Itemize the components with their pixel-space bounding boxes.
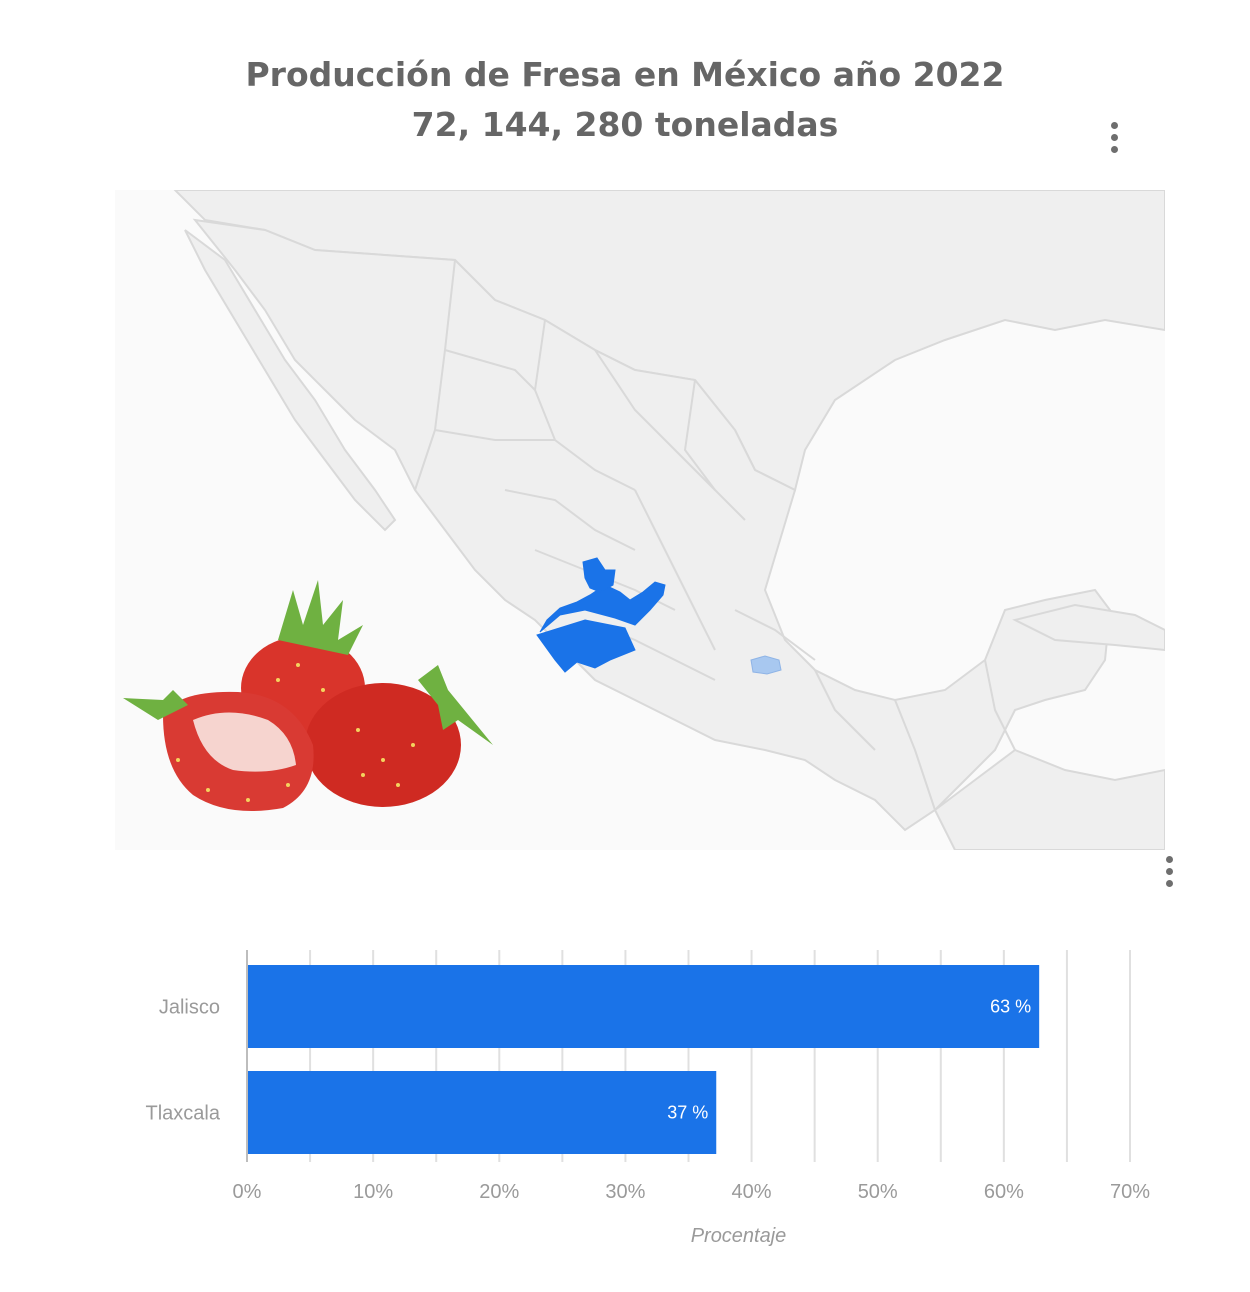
x-tick-label: 10%	[353, 1181, 393, 1203]
chart-subtitle: 72, 144, 280 toneladas	[411, 105, 839, 144]
category-label-tlaxcala: Tlaxcala	[146, 1103, 221, 1125]
bar-jalisco[interactable]	[248, 965, 1040, 1048]
baja-california	[184, 229, 397, 532]
bar-chart: 63 % 37 % 0% 10% 20% 30% 40% 50% 60% 70% Jalisco…	[146, 950, 1151, 1247]
state-jalisco[interactable]	[536, 581, 666, 673]
bar-tlaxcala[interactable]	[248, 1071, 717, 1154]
chart-title: Producción de Fresa en México año 2022	[245, 55, 1005, 94]
x-tick-label: 0%	[233, 1181, 262, 1203]
state-jalisco-north[interactable]	[582, 557, 616, 593]
state-tlaxcala[interactable]	[750, 655, 782, 675]
x-tick-label: 40%	[732, 1181, 772, 1203]
data-label-jalisco: 63 %	[990, 997, 1031, 1017]
category-label-jalisco: Jalisco	[159, 997, 220, 1019]
x-tick-label: 20%	[479, 1181, 519, 1203]
strawberry-seeds	[176, 663, 415, 802]
bars: 63 % 37 %	[248, 965, 1040, 1154]
x-tick-label: 30%	[605, 1181, 645, 1203]
x-axis-title: Procentaje	[691, 1225, 787, 1247]
x-tick-label: 50%	[858, 1181, 898, 1203]
strawberry-half	[123, 690, 314, 812]
kebab-menu-icon[interactable]	[1110, 122, 1118, 156]
x-tick-label: 70%	[1110, 1181, 1150, 1203]
x-axis-ticks: 0% 10% 20% 30% 40% 50% 60% 70%	[233, 1181, 1151, 1203]
data-label-tlaxcala: 37 %	[667, 1103, 708, 1123]
y-axis-categories: Jalisco Tlaxcala	[146, 997, 221, 1125]
x-tick-label: 60%	[984, 1181, 1024, 1203]
strawberry-right	[305, 665, 493, 807]
kebab-menu-icon[interactable]	[1165, 856, 1173, 890]
strawberry-illustration	[123, 580, 493, 812]
